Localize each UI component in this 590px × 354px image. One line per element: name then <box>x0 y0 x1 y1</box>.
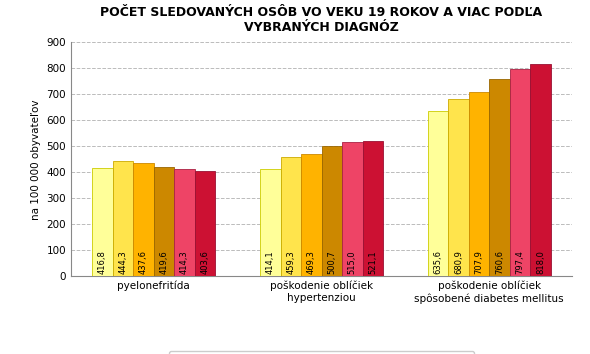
Y-axis label: na 100 000 obyvateľov: na 100 000 obyvateľov <box>31 99 41 219</box>
Text: 797,4: 797,4 <box>516 250 525 274</box>
Bar <box>322 146 342 276</box>
Text: 818,0: 818,0 <box>536 250 545 274</box>
Text: 760,6: 760,6 <box>495 250 504 274</box>
Bar <box>195 171 215 276</box>
Text: 521,1: 521,1 <box>368 250 378 274</box>
Text: 444,3: 444,3 <box>119 250 127 274</box>
Text: 416,8: 416,8 <box>98 250 107 274</box>
Text: 680,9: 680,9 <box>454 250 463 274</box>
Bar <box>448 99 469 276</box>
Text: 403,6: 403,6 <box>201 250 209 274</box>
Text: 414,3: 414,3 <box>180 250 189 274</box>
Bar <box>530 64 551 276</box>
Bar <box>342 142 363 276</box>
Text: 515,0: 515,0 <box>348 250 357 274</box>
Legend: 2011, 2012, 2013, 2014, 2015, 2016: 2011, 2012, 2013, 2014, 2015, 2016 <box>169 351 474 354</box>
Bar <box>301 154 322 276</box>
Bar <box>510 69 530 276</box>
Text: 459,3: 459,3 <box>286 250 295 274</box>
Bar <box>133 162 154 276</box>
Bar <box>260 169 280 276</box>
Bar <box>363 141 383 276</box>
Text: 414,1: 414,1 <box>266 250 275 274</box>
Bar <box>280 157 301 276</box>
Text: 635,6: 635,6 <box>434 250 442 274</box>
Title: POČET SLEDOVANÝCH OSÔB VO VEKU 19 ROKOV A VIAC PODĽA
VYBRANÝCH DIAGNÓZ: POČET SLEDOVANÝCH OSÔB VO VEKU 19 ROKOV … <box>100 6 543 34</box>
Bar <box>92 168 113 276</box>
Text: 419,6: 419,6 <box>159 250 169 274</box>
Text: 469,3: 469,3 <box>307 250 316 274</box>
Bar <box>154 167 174 276</box>
Bar <box>174 169 195 276</box>
Bar <box>489 79 510 276</box>
Bar <box>428 111 448 276</box>
Bar <box>113 161 133 276</box>
Text: 707,9: 707,9 <box>474 250 484 274</box>
Bar <box>469 92 489 276</box>
Text: 437,6: 437,6 <box>139 250 148 274</box>
Text: 500,7: 500,7 <box>327 250 336 274</box>
